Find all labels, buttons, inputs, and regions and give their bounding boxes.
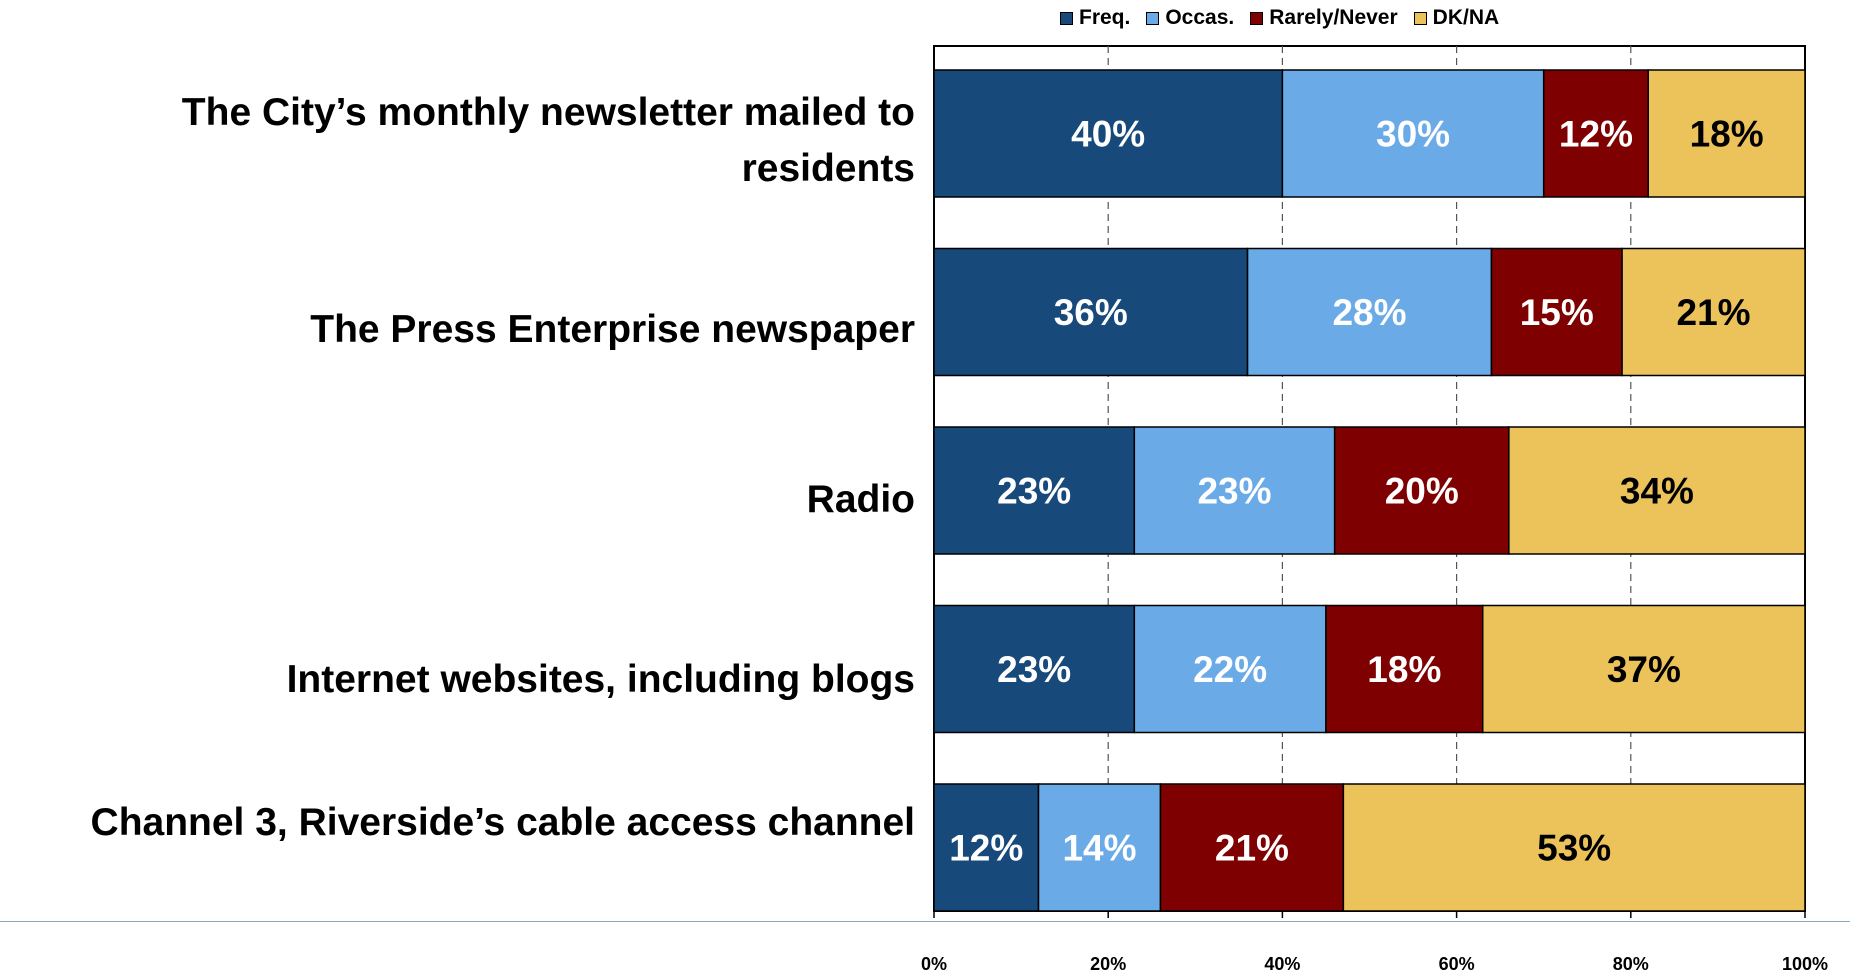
legend-item-freq: Freq.: [1060, 6, 1130, 30]
legend-swatch-rarely-never: [1250, 11, 1264, 25]
category-label-newsletter: The City’s monthly newsletter mailed to …: [181, 91, 915, 190]
data-label-3-3: 37%: [1607, 649, 1681, 690]
category-label-internet: Internet websites, including blogs: [286, 658, 915, 701]
bar-2-3: [1325, 604, 1484, 734]
bar-1-1: [1246, 247, 1493, 377]
data-label-0-0: 40%: [1071, 114, 1145, 155]
category-label-radio: Radio: [806, 478, 915, 521]
footer-divider: [0, 921, 1850, 922]
data-label-2-0: 12%: [1559, 114, 1633, 155]
data-label-3-0: 18%: [1690, 114, 1764, 155]
x-tick-label-3: 60%: [1439, 954, 1475, 972]
bar-3-2: [1508, 426, 1806, 555]
legend: Freq. Occas. Rarely/Never DK/NA: [1060, 6, 1499, 30]
data-label-2-4: 21%: [1215, 828, 1289, 869]
data-label-3-4: 53%: [1537, 828, 1611, 869]
x-tick-label-2: 40%: [1264, 954, 1300, 972]
data-label-3-1: 21%: [1677, 292, 1751, 333]
legend-item-occas: Occas.: [1146, 6, 1234, 30]
data-label-1-1: 28%: [1332, 292, 1406, 333]
legend-swatch-freq: [1060, 11, 1073, 25]
bar-0-4: [933, 783, 1040, 912]
category-label-press-enterprise: The Press Enterprise newspaper: [310, 308, 915, 351]
data-label-2-1: 15%: [1520, 292, 1594, 333]
data-label-1-4: 14%: [1062, 828, 1136, 869]
data-label-1-2: 23%: [1197, 471, 1271, 512]
x-tick-label-1: 20%: [1090, 954, 1126, 972]
bar-0-0: [933, 69, 1284, 198]
legend-swatch-occas: [1146, 11, 1160, 25]
data-label-0-4: 12%: [949, 828, 1023, 869]
data-label-2-2: 20%: [1385, 471, 1459, 512]
data-label-2-3: 18%: [1367, 649, 1441, 690]
bar-0-2: [933, 426, 1136, 555]
data-label-0-1: 36%: [1054, 292, 1128, 333]
data-label-0-3: 23%: [997, 649, 1071, 690]
bar-2-0: [1542, 69, 1649, 198]
legend-item-dk-na: DK/NA: [1413, 6, 1500, 30]
legend-label-rarely-never: Rarely/Never: [1269, 6, 1398, 29]
data-label-1-3: 22%: [1193, 649, 1267, 690]
x-tick-label-4: 80%: [1613, 954, 1649, 972]
bar-2-1: [1490, 247, 1623, 377]
data-label-1-0: 30%: [1376, 114, 1450, 155]
bar-3-3: [1481, 604, 1806, 734]
bar-1-0: [1281, 69, 1545, 198]
bar-3-1: [1621, 247, 1806, 377]
bar-1-2: [1133, 426, 1336, 555]
x-tick-label-5: 100%: [1782, 954, 1828, 972]
data-label-0-2: 23%: [997, 471, 1071, 512]
legend-label-occas: Occas.: [1165, 6, 1235, 29]
legend-item-rarely-never: Rarely/Never: [1250, 6, 1398, 30]
bar-2-2: [1333, 426, 1510, 555]
category-label-channel-3: Channel 3, Riverside’s cable access chan…: [90, 801, 915, 844]
legend-label-dk-na: DK/NA: [1432, 6, 1500, 29]
bar-3-0: [1647, 69, 1806, 198]
x-tick-label-0: 0%: [921, 954, 947, 972]
bar-0-3: [933, 604, 1136, 734]
legend-swatch-dk-na: [1413, 11, 1427, 25]
legend-label-freq: Freq.: [1079, 6, 1131, 29]
bar-1-3: [1133, 604, 1327, 734]
bar-3-4: [1342, 783, 1806, 912]
bar-0-1: [933, 247, 1249, 377]
data-label-3-2: 34%: [1620, 471, 1694, 512]
